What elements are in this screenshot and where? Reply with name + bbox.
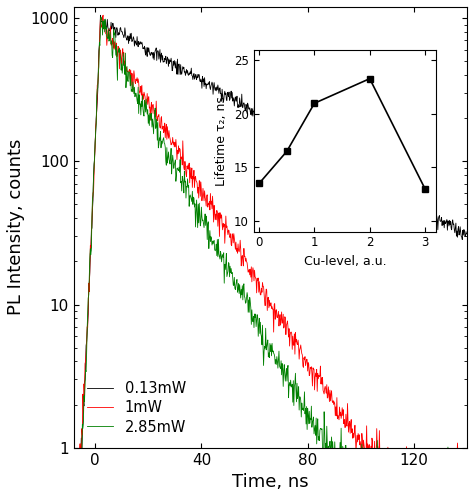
2.85mW [192, 201, 198, 207]
2.85mW [82, 381, 88, 387]
X-axis label: Cu-level, a.u.: Cu-level, a.u. [303, 255, 386, 268]
Legend: 0.13mW, 1mW, 2.85mW: 0.13mW, 1mW, 2.85mW [81, 375, 192, 440]
1mW [464, 455, 470, 461]
2.85mW [262, 344, 267, 350]
Line: 1mW: 1mW [74, 15, 467, 458]
2.85mW [98, 14, 104, 20]
0.13mW [301, 137, 306, 143]
1mW [82, 361, 88, 367]
X-axis label: Time, ns: Time, ns [232, 473, 309, 491]
1mW [100, 12, 106, 18]
1mW [322, 385, 328, 391]
1mW [358, 444, 364, 450]
2.85mW [358, 455, 364, 461]
0.13mW [262, 117, 267, 123]
1mW [71, 455, 77, 461]
2.85mW [322, 428, 328, 434]
0.13mW [192, 74, 198, 80]
0.13mW [82, 376, 88, 382]
0.13mW [98, 12, 103, 18]
0.13mW [322, 152, 328, 158]
2.85mW [301, 407, 306, 413]
1mW [262, 298, 267, 304]
Line: 0.13mW: 0.13mW [74, 15, 467, 458]
0.13mW [358, 172, 364, 178]
Y-axis label: PL Intensity, counts: PL Intensity, counts [7, 139, 25, 315]
Y-axis label: Lifetime τ₂, ns: Lifetime τ₂, ns [215, 96, 228, 186]
1mW [192, 174, 198, 180]
0.13mW [71, 455, 77, 461]
0.13mW [464, 231, 470, 237]
2.85mW [464, 455, 470, 461]
Line: 2.85mW: 2.85mW [74, 17, 467, 458]
1mW [301, 365, 306, 371]
2.85mW [71, 455, 77, 461]
